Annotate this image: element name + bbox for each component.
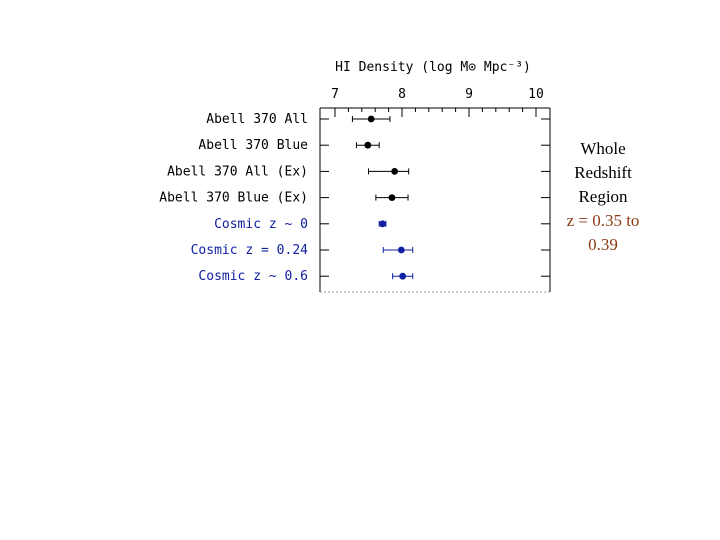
data-point bbox=[367, 115, 375, 123]
data-point bbox=[364, 141, 372, 149]
data-point bbox=[399, 272, 407, 280]
note-line-z-end: 0.39 bbox=[588, 235, 618, 254]
category-label: Abell 370 All (Ex) bbox=[167, 164, 308, 179]
redshift-region-note: Whole Redshift Region z = 0.35 to 0.39 bbox=[553, 137, 653, 257]
x-tick-label: 7 bbox=[331, 87, 339, 102]
data-point bbox=[391, 168, 399, 175]
data-point bbox=[397, 246, 405, 254]
x-ticks: 7 8 9 10 bbox=[331, 87, 544, 117]
x-tick-label: 8 bbox=[398, 87, 406, 102]
note-line-whole: Whole bbox=[580, 139, 626, 158]
category-label: Cosmic z ~ 0.6 bbox=[198, 269, 308, 284]
category-label: Cosmic z = 0.24 bbox=[191, 243, 309, 258]
note-line-z-range: z = 0.35 to bbox=[566, 211, 640, 230]
x-tick-label: 9 bbox=[465, 87, 473, 102]
note-line-redshift: Redshift bbox=[574, 163, 632, 182]
note-line-region: Region bbox=[578, 187, 628, 206]
category-label: Abell 370 Blue bbox=[198, 138, 308, 153]
category-label: Cosmic z ~ 0 bbox=[214, 217, 308, 232]
category-label: Abell 370 All bbox=[206, 112, 308, 127]
x-tick-label: 10 bbox=[528, 87, 544, 102]
data-rows: Abell 370 All Abell 370 Blue Abell 370 All… bbox=[159, 112, 550, 284]
category-label: Abell 370 Blue (Ex) bbox=[159, 191, 308, 206]
x-axis-title: HI Density (log M⊙ Mpc⁻³) bbox=[335, 60, 531, 75]
data-point bbox=[388, 194, 396, 202]
data-point bbox=[379, 220, 386, 228]
